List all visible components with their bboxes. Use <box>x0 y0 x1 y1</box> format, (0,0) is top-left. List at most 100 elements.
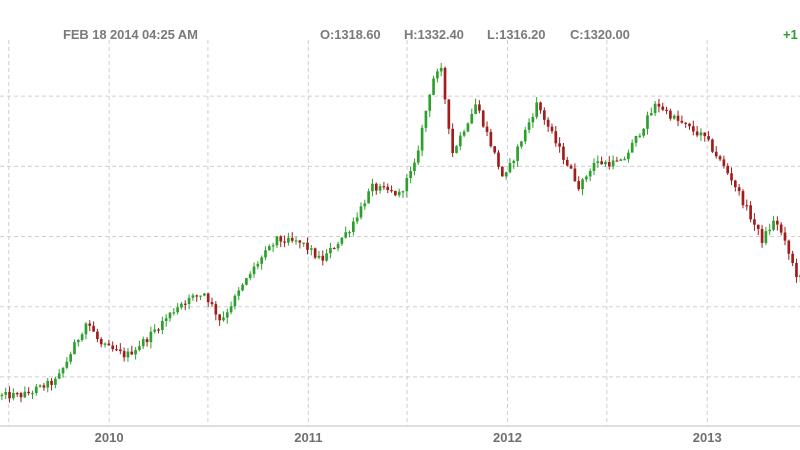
candle-body <box>336 243 340 249</box>
candle <box>714 146 718 159</box>
candle <box>554 125 558 147</box>
candle <box>191 293 195 301</box>
candle <box>657 98 661 113</box>
candle <box>619 158 623 161</box>
candle <box>321 250 325 266</box>
candle-body <box>512 160 516 164</box>
candle <box>76 339 80 347</box>
candle-body <box>348 232 351 234</box>
candle-body <box>88 323 92 326</box>
candle-body <box>210 302 214 305</box>
candle-body <box>42 385 46 388</box>
candle <box>458 132 462 151</box>
candle <box>791 250 794 267</box>
candle <box>99 337 103 348</box>
candle-body <box>309 248 313 250</box>
candle-body <box>31 392 34 395</box>
candlestick-series <box>0 62 800 403</box>
candle-body <box>699 132 703 136</box>
candle-body <box>634 135 638 143</box>
candle-body <box>592 163 596 171</box>
candle <box>707 131 710 142</box>
candle <box>615 156 619 162</box>
candle-body <box>615 160 619 162</box>
candle-body <box>145 339 149 343</box>
candle-body <box>374 183 378 191</box>
candle <box>283 235 286 248</box>
candle <box>12 388 15 401</box>
candle <box>233 293 237 310</box>
candle-body <box>290 237 294 241</box>
candle-body <box>344 232 348 238</box>
candle-body <box>543 110 546 120</box>
candle-body <box>107 343 111 346</box>
candle-body <box>134 349 137 355</box>
candle <box>336 241 340 252</box>
candle-body <box>390 190 393 192</box>
candle-body <box>46 380 50 388</box>
candle <box>275 236 279 248</box>
candle-body <box>382 186 386 188</box>
candle-body <box>302 242 306 244</box>
candle-body <box>195 295 199 297</box>
candle <box>161 316 164 335</box>
candle-body <box>741 191 745 206</box>
candle-body <box>714 151 718 157</box>
candle <box>61 367 65 378</box>
candle-body <box>8 392 11 399</box>
candle <box>340 237 344 246</box>
candle <box>172 308 176 316</box>
candle-body <box>141 339 145 347</box>
candle-body <box>340 237 344 244</box>
quote-high: H:1332.40 <box>404 27 464 42</box>
candle <box>397 188 401 198</box>
x-tick-label: 2013 <box>693 430 722 445</box>
candle-body <box>531 116 535 123</box>
candle <box>118 343 122 355</box>
candle <box>176 303 179 315</box>
candle-body <box>497 152 500 167</box>
candle <box>15 391 19 397</box>
candle-body <box>371 183 374 192</box>
candle-body <box>764 231 768 243</box>
candle <box>424 110 428 133</box>
candle <box>84 322 88 340</box>
candle <box>760 224 764 248</box>
candle <box>394 190 397 197</box>
candle <box>103 342 107 348</box>
candle <box>630 139 634 153</box>
candle-body <box>520 141 523 147</box>
candle-body <box>233 295 237 307</box>
candle-body <box>187 297 191 304</box>
candle <box>462 129 466 138</box>
candle <box>107 339 111 346</box>
candle-body <box>294 240 298 242</box>
candle-body <box>585 176 588 180</box>
candle <box>344 226 348 239</box>
candle <box>325 248 328 262</box>
candle-body <box>733 180 737 188</box>
candle <box>203 292 206 297</box>
candle <box>558 137 561 153</box>
candle <box>474 98 477 115</box>
candle-body <box>92 325 95 332</box>
candle-body <box>275 236 279 246</box>
candle-body <box>54 378 57 385</box>
candle <box>0 392 4 401</box>
candle-body <box>271 245 275 247</box>
candle-body <box>493 146 497 153</box>
candle <box>737 184 741 196</box>
candle-body <box>27 391 30 394</box>
quote-close: C:1320.00 <box>570 27 630 42</box>
candle <box>145 337 149 347</box>
candle <box>73 339 76 355</box>
candle <box>225 308 229 324</box>
candle-body <box>768 229 772 232</box>
candle <box>600 156 603 165</box>
candle <box>141 336 145 349</box>
candle <box>390 185 393 193</box>
candle <box>676 110 680 127</box>
candle <box>271 242 275 253</box>
candle <box>367 188 370 204</box>
